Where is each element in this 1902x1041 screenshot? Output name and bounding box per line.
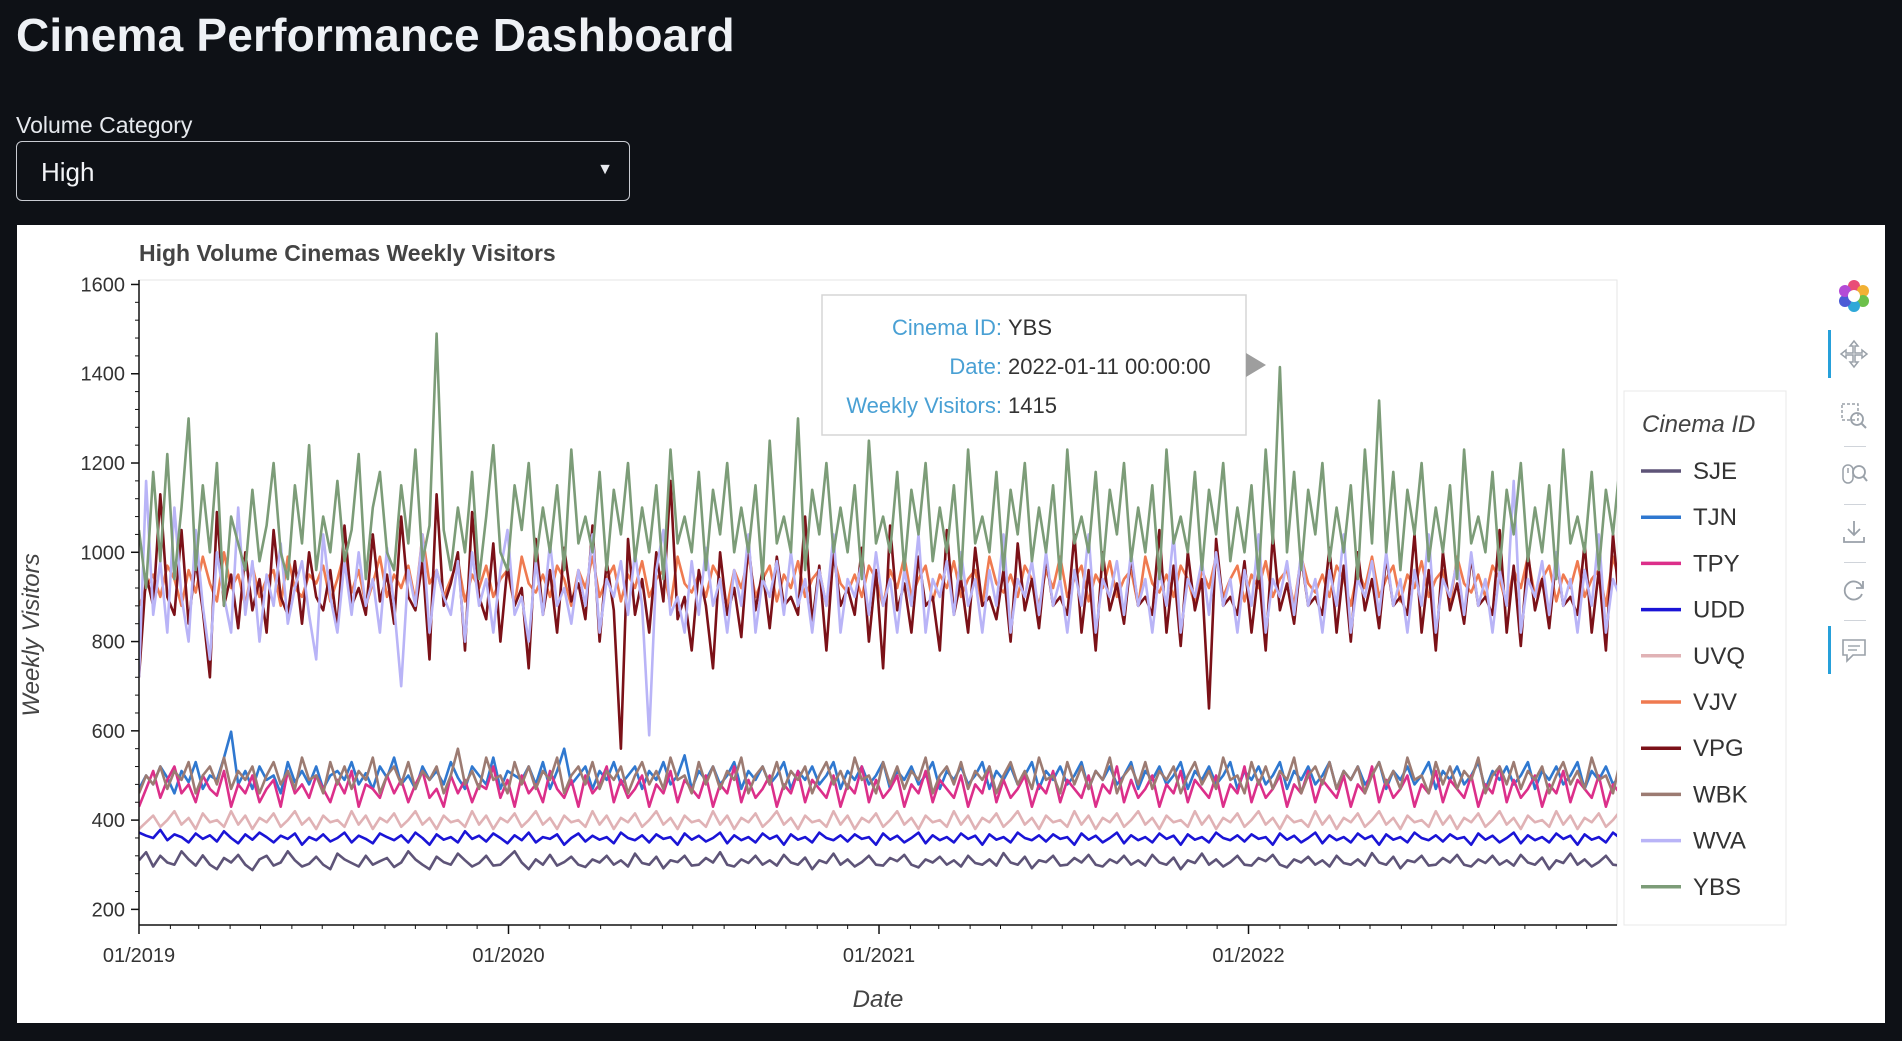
tooltip-row-value: 1415 (1008, 393, 1057, 418)
legend-label: UVQ (1693, 643, 1745, 670)
save-icon[interactable] (1834, 512, 1874, 552)
legend-label: YBS (1693, 874, 1741, 901)
legend-label: TPY (1693, 550, 1740, 577)
series-line-wbk (139, 747, 1617, 795)
legend-item-tjn[interactable]: TJN (1641, 504, 1737, 531)
legend-item-sje[interactable]: SJE (1641, 458, 1737, 485)
legend-label: VJV (1693, 689, 1737, 716)
x-tick-label: 01/2019 (103, 945, 175, 967)
reset-icon[interactable] (1834, 570, 1874, 610)
series-line-udd (139, 828, 1617, 847)
y-tick-label: 1200 (81, 453, 126, 475)
tooltip-row-value: 2022-01-11 00:00:00 (1008, 354, 1211, 379)
legend-label: SJE (1693, 458, 1737, 485)
tooltip-row-value: YBS (1008, 315, 1052, 340)
x-tick-label: 01/2020 (472, 945, 544, 967)
chart-title: High Volume Cinemas Weekly Visitors (139, 240, 556, 266)
y-tick-label: 200 (92, 899, 125, 921)
wheel-zoom-icon[interactable] (1834, 454, 1874, 494)
axes-layer: 200 400 600 800 1000 1200 1400 1600 01/2019 01/20… (81, 274, 1617, 967)
legend-item-wbk[interactable]: WBK (1641, 781, 1748, 808)
plot-panel: High Volume Cinemas Weekly Visitors 200 4… (17, 225, 1885, 1023)
tooltip-box (821, 294, 1247, 436)
series-line-sje (139, 849, 1617, 872)
tooltip-row-label: Date: (949, 354, 1002, 379)
y-tick-label: 1000 (81, 542, 126, 564)
tooltip-row-label: Weekly Visitors: (846, 393, 1002, 418)
volume-category-select[interactable]: High ▼ (16, 141, 630, 201)
line-chart[interactable]: High Volume Cinemas Weekly Visitors 200 4… (17, 225, 1885, 1023)
tooltip-pointer (1246, 353, 1266, 377)
series-line-uvq (139, 809, 1617, 831)
box-zoom-icon[interactable] (1834, 396, 1874, 436)
tooltip-row-label: Cinema ID: (892, 315, 1002, 340)
volume-category-value: High (41, 157, 95, 187)
bokeh-logo-icon[interactable] (1834, 276, 1874, 316)
y-tick-label: 600 (92, 721, 125, 743)
pan-icon[interactable] (1828, 330, 1874, 378)
hover-icon[interactable] (1828, 626, 1874, 674)
y-tick-label: 800 (92, 632, 125, 654)
volume-category-label: Volume Category (16, 112, 193, 138)
legend-item-uvq[interactable]: UVQ (1641, 643, 1745, 670)
plot-toolbar (1828, 276, 1878, 696)
legend-item-vjv[interactable]: VJV (1641, 689, 1737, 716)
x-tick-label: 01/2022 (1212, 945, 1284, 967)
series-layer (139, 332, 1617, 872)
legend: Cinema ID SJE TJN TPY UDD UVQ VJV VPG WBK WVA YBS (1623, 390, 1787, 926)
page-title: Cinema Performance Dashboard (16, 9, 735, 61)
legend-items: SJE TJN TPY UDD UVQ VJV VPG WBK WVA YBS (1641, 458, 1748, 901)
legend-item-wva[interactable]: WVA (1641, 828, 1746, 855)
legend-label: WVA (1693, 828, 1746, 855)
x-axis-label: Date (853, 986, 904, 1013)
legend-item-udd[interactable]: UDD (1641, 597, 1745, 624)
legend-label: UDD (1693, 597, 1745, 624)
y-axis-label: Weekly Visitors (18, 553, 45, 716)
y-tick-label: 1400 (81, 364, 126, 386)
chevron-down-icon: ▼ (597, 161, 613, 178)
legend-label: VPG (1693, 735, 1744, 762)
legend-item-tpy[interactable]: TPY (1641, 550, 1740, 577)
legend-item-ybs[interactable]: YBS (1641, 874, 1741, 901)
series-line-wva (139, 479, 1617, 737)
x-tick-label: 01/2021 (843, 945, 915, 967)
legend-item-vpg[interactable]: VPG (1641, 735, 1744, 762)
legend-title: Cinema ID (1642, 411, 1755, 438)
legend-box (1623, 390, 1787, 926)
legend-label: TJN (1693, 504, 1737, 531)
legend-label: WBK (1693, 781, 1748, 808)
y-tick-label: 400 (92, 810, 125, 832)
y-tick-label: 1600 (81, 274, 126, 296)
series-line-ybs (139, 332, 1617, 608)
